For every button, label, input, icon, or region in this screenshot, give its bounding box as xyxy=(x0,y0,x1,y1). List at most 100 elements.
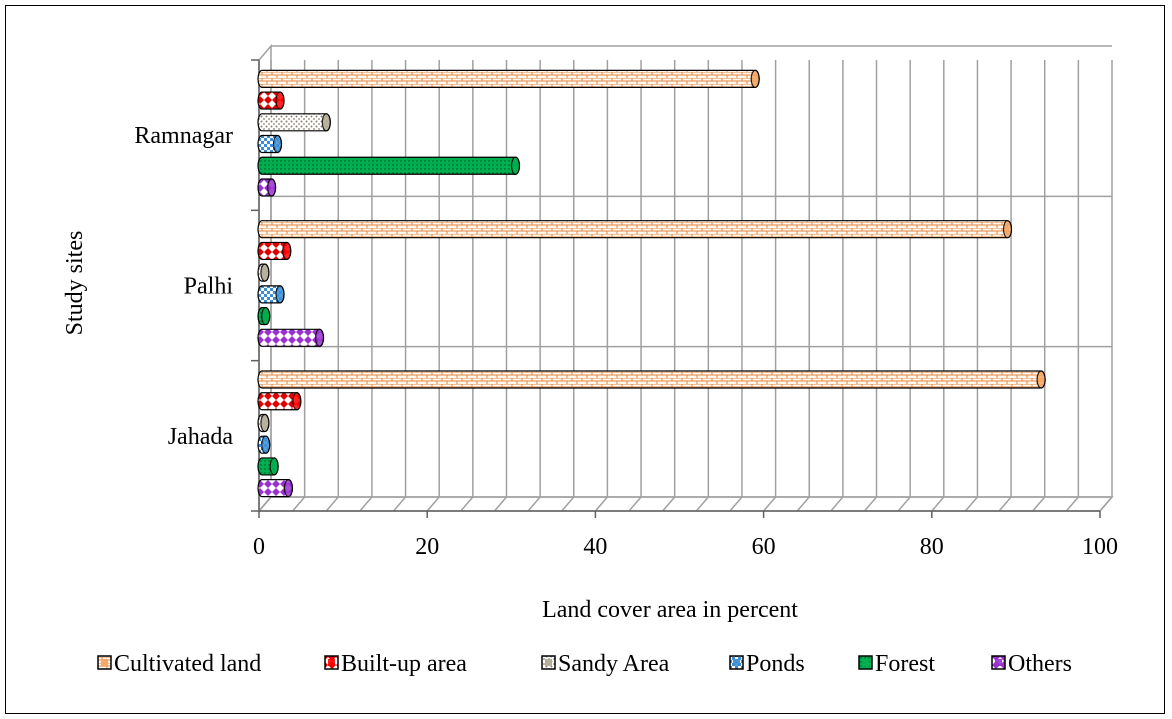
bar-cap xyxy=(272,134,283,154)
floor-line xyxy=(426,496,440,512)
legend-swatch-fill xyxy=(862,659,869,666)
legend-label: Others xyxy=(1008,651,1072,677)
bar-cap xyxy=(269,457,279,476)
category-label: Jahada xyxy=(168,424,234,450)
bar xyxy=(257,370,1046,389)
legend-label: Built-up area xyxy=(341,651,467,677)
category-labels: Jahada Palhi Ramnagar xyxy=(134,123,233,450)
x-tick-label: 60 xyxy=(752,534,776,560)
legend-swatch-fill xyxy=(733,659,740,666)
floor-line xyxy=(392,496,407,512)
floor-line xyxy=(292,496,306,512)
floor-line xyxy=(1099,496,1113,512)
floor-line xyxy=(493,496,508,512)
bar xyxy=(257,413,270,433)
bar-cap xyxy=(292,392,302,411)
floor-line xyxy=(796,496,810,512)
floor-line xyxy=(662,496,676,512)
bar-cap xyxy=(275,285,285,304)
bar xyxy=(257,457,279,476)
y-axis-title: Study sites xyxy=(62,231,88,336)
legend-item: Cultivated land xyxy=(97,651,261,677)
legend-swatch-fill xyxy=(995,659,1002,666)
floor-line xyxy=(628,496,642,512)
bar-cap xyxy=(314,328,325,347)
legend: Cultivated land Built-up area Sandy Area Po… xyxy=(97,651,1072,677)
bars xyxy=(257,69,1046,498)
bar xyxy=(257,113,331,132)
x-tick-label: 0 xyxy=(253,534,265,560)
legend-swatch-fill xyxy=(328,659,335,666)
bar xyxy=(257,220,1013,239)
bar xyxy=(257,178,277,197)
bar-body xyxy=(257,113,331,132)
bar-cap xyxy=(267,178,277,197)
floor-line xyxy=(695,496,709,512)
legend-item: Others xyxy=(991,651,1072,677)
bar xyxy=(257,134,283,154)
x-tick-label: 100 xyxy=(1082,534,1118,560)
bar-cap xyxy=(510,156,521,175)
bar-body xyxy=(257,328,325,347)
floor-line xyxy=(325,496,339,512)
bar-cap xyxy=(321,113,331,132)
bar-body xyxy=(257,370,1046,389)
legend-item: Ponds xyxy=(729,651,805,677)
x-axis-title: Land cover area in percent xyxy=(542,597,798,623)
bar-cap xyxy=(260,263,270,282)
floor-line xyxy=(998,496,1012,512)
legend-label: Ponds xyxy=(746,651,805,677)
category-label: Ramnagar xyxy=(134,123,233,149)
floor-line xyxy=(897,496,911,512)
bar xyxy=(257,435,271,454)
bar-cap xyxy=(260,413,270,433)
floor-line xyxy=(1032,496,1046,512)
bar-cap xyxy=(1036,370,1046,389)
bar xyxy=(257,263,270,282)
floor-line xyxy=(964,496,979,512)
bar-cap xyxy=(1002,220,1013,239)
bar-cap xyxy=(261,306,271,326)
bar-cap xyxy=(750,69,760,88)
bar xyxy=(257,156,521,175)
bar xyxy=(257,91,285,110)
floor-line xyxy=(830,496,844,512)
x-tick-label: 80 xyxy=(920,534,944,560)
floor-line xyxy=(863,496,878,512)
bar xyxy=(257,241,292,261)
legend-swatch-fill xyxy=(101,659,108,666)
bar xyxy=(257,328,325,347)
floor-line xyxy=(729,496,743,512)
floor xyxy=(257,496,1114,512)
legend-item: Forest xyxy=(858,651,935,677)
chart-frame xyxy=(5,5,1165,714)
floor-line xyxy=(561,496,575,512)
floor-line xyxy=(359,496,373,512)
x-tick-label: 40 xyxy=(583,534,607,560)
legend-label: Forest xyxy=(875,651,935,677)
legend-item: Built-up area xyxy=(324,651,467,677)
x-ticks: 0 20 40 60 80 100 xyxy=(253,511,1118,560)
bar-body xyxy=(257,156,521,175)
legend-item: Sandy Area xyxy=(541,651,670,677)
bar-body xyxy=(257,69,760,88)
floor-line xyxy=(527,496,541,512)
bar-cap xyxy=(283,479,294,498)
floor-line xyxy=(1065,496,1079,512)
x-tick-label: 20 xyxy=(415,534,439,560)
bar-chart: 0 20 40 60 80 100 Jahada Palhi Ramnagar Land co… xyxy=(62,43,1118,623)
bar-body xyxy=(257,220,1013,239)
bar xyxy=(257,285,285,304)
floor-line xyxy=(763,496,777,512)
legend-swatch-fill xyxy=(545,659,552,666)
bar-cap xyxy=(282,241,292,261)
bar xyxy=(257,306,271,326)
category-label: Palhi xyxy=(184,274,234,300)
floor-line xyxy=(460,496,474,512)
legend-label: Sandy Area xyxy=(558,651,670,677)
bar-cap xyxy=(261,435,271,454)
legend-label: Cultivated land xyxy=(114,651,261,677)
bar xyxy=(257,479,294,498)
bar xyxy=(257,392,302,411)
floor-line xyxy=(931,496,945,512)
